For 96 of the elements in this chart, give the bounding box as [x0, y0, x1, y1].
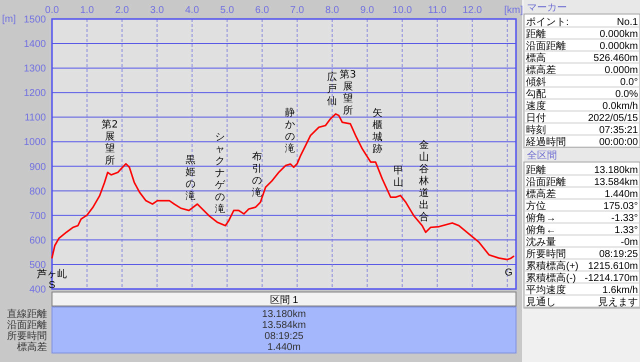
annotation: シャクナゲの滝	[215, 132, 226, 216]
x-tick-label: 5.0	[220, 5, 234, 16]
text: 速度	[526, 100, 546, 112]
text: 沿面距離	[526, 176, 566, 188]
text: 1.440m	[604, 189, 638, 200]
text: 距離	[526, 28, 546, 40]
annotation: 芦ヶ乢	[37, 268, 67, 280]
text: 平均速度	[526, 284, 566, 296]
text: 見えます	[598, 297, 638, 308]
text: 0.000km	[600, 41, 638, 52]
text: 00:00:00	[599, 137, 638, 148]
annotation: 静かの滝	[285, 106, 296, 154]
annotation: 広戸仙	[327, 70, 338, 107]
text: 経過時間	[525, 136, 566, 148]
annotation: 布引の滝	[252, 150, 262, 199]
text: 標高	[526, 52, 546, 64]
text: 07:35:21	[599, 125, 638, 136]
y-tick-label: 1500	[24, 14, 46, 26]
text: -0m	[620, 237, 638, 248]
text: 日付	[526, 113, 546, 124]
text: 13.180km	[262, 309, 306, 320]
y-tick-label: 1100	[24, 112, 46, 124]
text: 俯角→	[526, 212, 556, 224]
text: ポイント:	[526, 17, 569, 28]
annotation: G	[504, 267, 513, 278]
text: No.1	[616, 17, 638, 28]
text: 08:19:25	[599, 249, 638, 260]
text: 標高差	[17, 341, 47, 353]
text: 13.584km	[262, 320, 306, 331]
text: 0.000km	[600, 29, 638, 40]
text: 累積標高(+)	[526, 260, 578, 272]
annotation: 黒姫の滝	[185, 155, 196, 202]
text: 距離	[526, 164, 546, 176]
text: 直線距離	[7, 308, 47, 320]
text: 沈み量	[526, 236, 556, 248]
text: 1.6km/h	[602, 285, 638, 296]
text: 0.0%	[615, 89, 638, 100]
text: 累積標高(-)	[526, 272, 576, 284]
y-tick-label: 900	[29, 162, 46, 173]
x-tick-label: 2.0	[115, 5, 130, 16]
text: マーカー	[527, 2, 567, 14]
text: 所要時間	[526, 248, 566, 260]
text: 全区間	[527, 150, 557, 162]
y-tick-label: 1400	[24, 39, 46, 50]
x-tick-label: 10.0	[392, 5, 412, 16]
text: 13.180km	[594, 165, 638, 176]
text: 標高差	[526, 64, 556, 76]
text: 勾配	[526, 88, 546, 100]
x-axis-title: [km]	[504, 5, 524, 16]
y-tick-label: 800	[29, 186, 46, 198]
x-tick-label: 3.0	[150, 5, 164, 16]
text: 13.584km	[594, 177, 638, 188]
text: 沿面距離	[526, 40, 566, 52]
annotation: 第2展望所	[102, 118, 118, 167]
text: 傾斜	[526, 76, 546, 88]
text: 526.460m	[594, 53, 638, 64]
text: 俯角←	[526, 224, 556, 236]
x-tick-label: 9.0	[360, 5, 375, 16]
x-tick-label: 12.0	[462, 5, 482, 16]
text: 08:19:25	[264, 331, 304, 342]
text: -1214.170m	[584, 273, 638, 284]
text: 1.440m	[267, 342, 301, 353]
annotation: 金山谷林道出合	[418, 139, 429, 224]
x-tick-label: 6.0	[255, 5, 270, 16]
text: 0.000m	[604, 65, 638, 76]
x-tick-label: 0.0	[45, 5, 60, 16]
annotation: 矢櫃城跡	[372, 107, 383, 156]
text: 方位	[526, 200, 546, 212]
text: 沿面距離	[7, 319, 47, 331]
x-tick-label: 8.0	[325, 5, 340, 16]
x-tick-label: 4.0	[185, 5, 200, 16]
y-tick-label: 700	[29, 210, 46, 222]
text: 1.33°	[614, 225, 638, 236]
x-tick-label: 11.0	[428, 5, 447, 16]
text: -1.33°	[611, 213, 638, 224]
text: 標高差	[526, 188, 556, 200]
y-tick-label: 600	[29, 235, 46, 246]
y-axis-title: [m]	[2, 14, 16, 25]
text: 0.0°	[620, 77, 638, 88]
text: 0.0km/h	[602, 101, 638, 112]
x-tick-label: 7.0	[290, 5, 305, 16]
annotation: 第3展望所	[340, 68, 356, 116]
x-tick-label: 1.0	[80, 5, 94, 16]
y-tick-label: 400	[29, 284, 46, 296]
y-tick-label: 1200	[24, 88, 46, 100]
text: 見通し	[526, 296, 556, 308]
text: 時刻	[526, 124, 546, 136]
text: 1215.610m	[588, 261, 638, 272]
annotation: S	[48, 280, 56, 291]
text: 所要時間	[7, 330, 47, 342]
annotation: 甲山	[394, 165, 404, 188]
y-tick-label: 1000	[24, 137, 46, 148]
y-tick-label: 1300	[24, 64, 46, 75]
text: 2022/05/15	[588, 113, 638, 124]
text: 175.03°	[603, 201, 638, 212]
text: 区間 1	[270, 295, 299, 306]
